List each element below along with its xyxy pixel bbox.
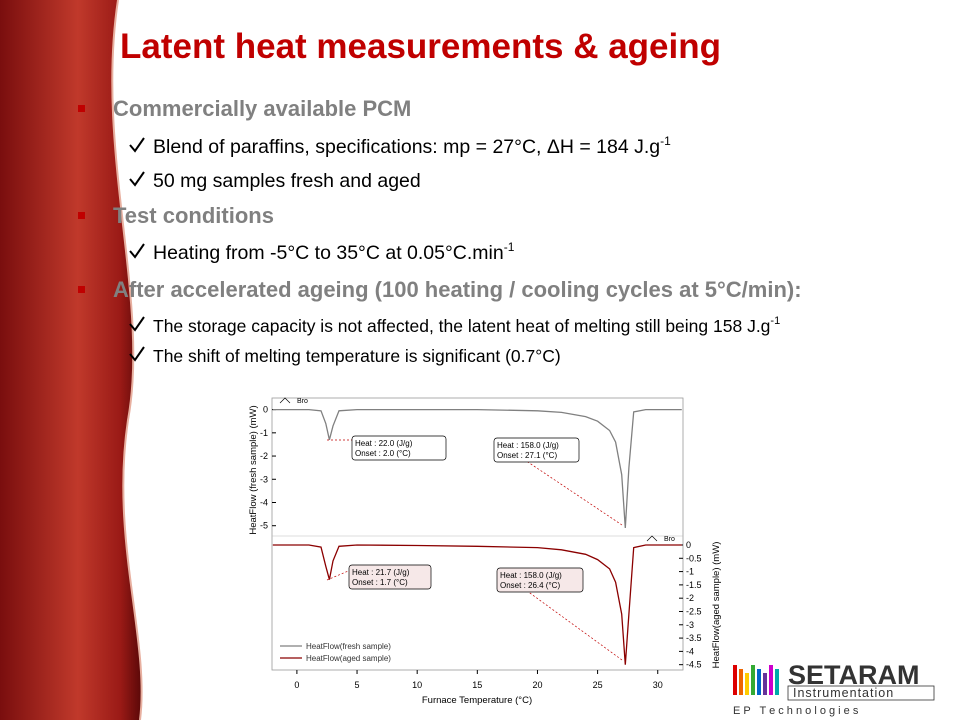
annotation-text: Heat : 158.0 (J/g) xyxy=(500,571,562,580)
y-tick-label: -5 xyxy=(260,521,268,531)
sub-bullet-text: The storage capacity is not affected, th… xyxy=(153,315,780,336)
plot-frame xyxy=(271,397,684,671)
y2-tick-label: -2 xyxy=(686,593,694,603)
y-tick-label: 0 xyxy=(263,405,268,415)
slide-title: Latent heat measurements & ageing xyxy=(120,27,721,66)
logo-bar xyxy=(757,669,761,695)
x-tick-label: 0 xyxy=(294,680,299,690)
legend-label: HeatFlow(fresh sample) xyxy=(306,642,391,651)
superscript: -1 xyxy=(770,315,780,327)
y2-tick-label: -4.5 xyxy=(686,660,702,670)
annotation-leader xyxy=(326,568,354,581)
bullet-square xyxy=(78,105,85,112)
y-axis-label: HeatFlow (fresh sample) (mW) xyxy=(248,405,259,534)
y2-tick-label: -3.5 xyxy=(686,633,702,643)
sub-bullet-text: The shift of melting temperature is sign… xyxy=(153,346,561,366)
bullet-text: After accelerated ageing (100 heating / … xyxy=(113,277,802,302)
y-tick-label: -4 xyxy=(260,497,268,507)
sub-bullet-text: Blend of paraffins, specifications: mp =… xyxy=(153,134,671,158)
x-tick-label: 30 xyxy=(653,680,663,690)
sub-bullet-main: Heating from -5°C to 35°C at 0.05°C.min xyxy=(153,242,504,264)
check-mark xyxy=(129,171,145,187)
logo-bar xyxy=(733,665,737,695)
annotation-box xyxy=(348,564,432,590)
logo-bar xyxy=(775,669,779,695)
annotation-text: Heat : 158.0 (J/g) xyxy=(497,441,559,450)
sub-bullet-text: Heating from -5°C to 35°C at 0.05°C.min-… xyxy=(153,240,515,264)
sub-bullet-text: 50 mg samples fresh and aged xyxy=(153,170,421,192)
x-tick-label: 5 xyxy=(355,680,360,690)
legend-label: HeatFlow(aged sample) xyxy=(306,654,391,663)
bullet-text: Test conditions xyxy=(113,203,274,228)
y2-tick-label: -4 xyxy=(686,646,694,656)
sub-bullet-main: 50 mg samples fresh and aged xyxy=(153,170,421,192)
check-mark xyxy=(129,243,145,259)
annotation-text: Heat : 21.7 (J/g) xyxy=(352,568,410,577)
y2-tick-label: -0.5 xyxy=(686,553,702,563)
series-line xyxy=(272,408,682,529)
logo-bar xyxy=(745,673,749,695)
check-mark xyxy=(129,137,145,153)
flag-label: Bro xyxy=(297,398,308,405)
y-tick-label: -2 xyxy=(260,451,268,461)
superscript: -1 xyxy=(660,134,671,148)
y-tick-label: -3 xyxy=(260,474,268,484)
y2-tick-label: -2.5 xyxy=(686,606,702,616)
y2-tick-label: -1 xyxy=(686,567,694,577)
superscript: -1 xyxy=(504,240,515,254)
flag-label: Bro xyxy=(664,536,675,543)
y-tick-label: -1 xyxy=(260,428,268,438)
y2-tick-label: -3 xyxy=(686,620,694,630)
x-tick-label: 20 xyxy=(532,680,542,690)
logo-line: Instrumentation xyxy=(793,686,894,700)
x-tick-label: 25 xyxy=(593,680,603,690)
flag-marker xyxy=(646,535,658,542)
x-tick-label: 15 xyxy=(472,680,482,690)
y2-tick-label: -1.5 xyxy=(686,580,702,590)
bullet-text: Commercially available PCM xyxy=(113,96,411,121)
annotation-text: Onset : 26.4 (°C) xyxy=(500,581,560,590)
logo-bar xyxy=(739,669,743,695)
annotation-box xyxy=(351,435,447,461)
check-mark xyxy=(129,346,145,362)
annotation-text: Onset : 1.7 (°C) xyxy=(352,578,408,587)
logo-bar xyxy=(769,665,773,695)
y2-axis-label: HeatFlow(aged sample) (mW) xyxy=(711,542,722,669)
sub-bullet-main: Blend of paraffins, specifications: mp =… xyxy=(153,136,660,158)
logo-bar xyxy=(751,665,755,695)
flag-marker xyxy=(279,397,291,404)
check-mark xyxy=(129,316,145,332)
annotation-text: Onset : 2.0 (°C) xyxy=(355,449,411,458)
sub-bullet-main: The shift of melting temperature is sign… xyxy=(153,346,561,366)
logo-tagline: E P T e c h n o l o g i e s xyxy=(733,705,859,717)
y2-tick-label: 0 xyxy=(686,540,691,550)
annotation-box xyxy=(493,437,580,463)
logo-name: SETARAM xyxy=(788,660,920,690)
sub-bullet-main: The storage capacity is not affected, th… xyxy=(153,316,770,336)
bullet-square xyxy=(78,212,85,219)
x-tick-label: 10 xyxy=(412,680,422,690)
logo-bar xyxy=(763,673,767,695)
annotation-box xyxy=(496,567,584,593)
side-band xyxy=(0,0,142,720)
annotation-text: Heat : 22.0 (J/g) xyxy=(355,439,413,448)
x-axis-label: Furnace Temperature (°C) xyxy=(422,695,532,706)
series-line xyxy=(272,544,682,665)
logo-line-box xyxy=(787,685,935,701)
bullet-square xyxy=(78,286,85,293)
side-band-edge xyxy=(111,0,143,720)
annotation-text: Onset : 27.1 (°C) xyxy=(497,451,557,460)
